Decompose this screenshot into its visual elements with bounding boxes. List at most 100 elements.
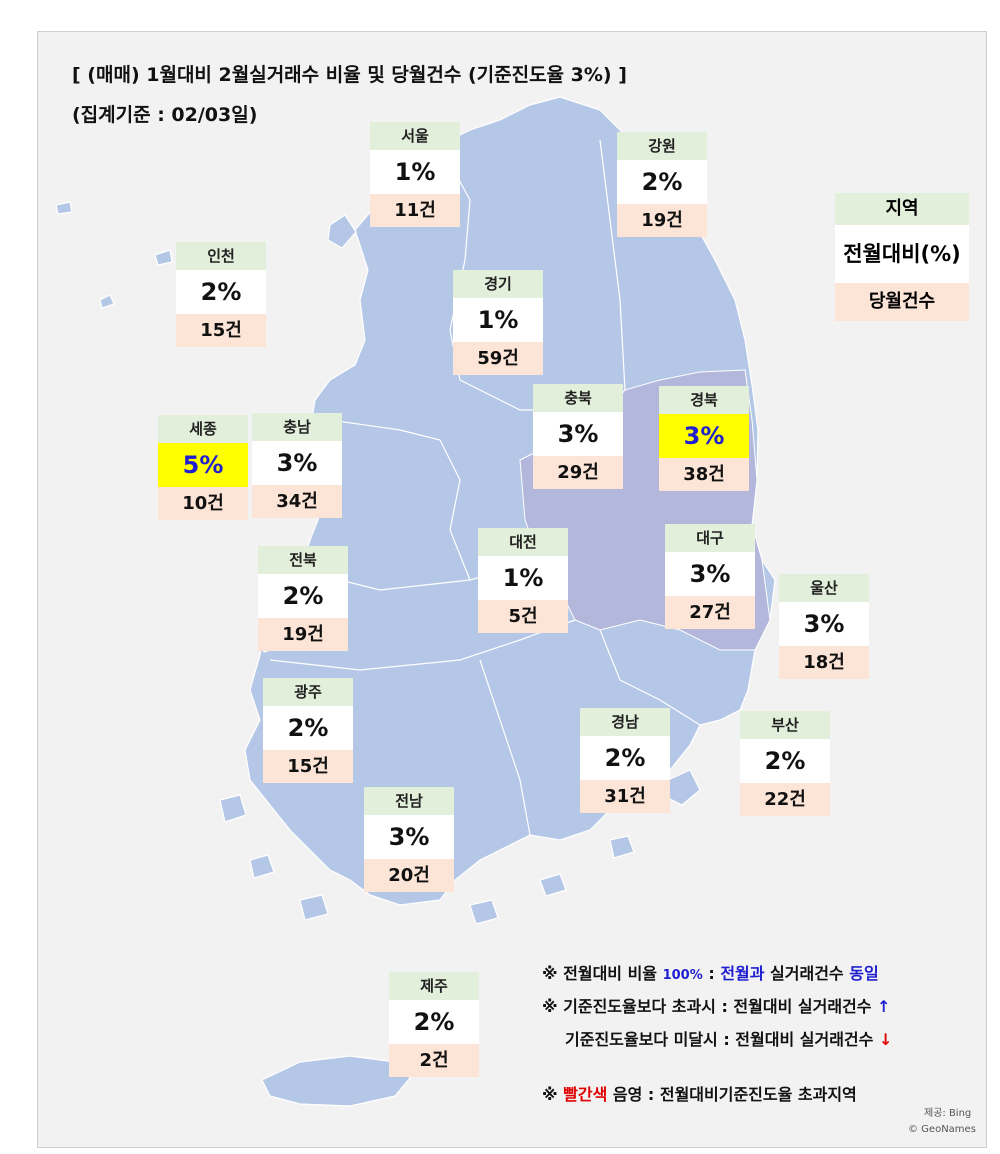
- region-card-seoul: 서울 1% 11건: [370, 122, 460, 227]
- region-cnt: 2건: [389, 1044, 479, 1077]
- region-cnt: 20건: [364, 859, 454, 892]
- region-name: 경남: [580, 708, 670, 736]
- southwest-island-2: [249, 854, 275, 879]
- note-below: 기준진도율보다 미달시 : 전월대비 실거래건수 ↓: [565, 1026, 892, 1050]
- title-line1: [ (매매) 1월대비 2월실거래수 비율 및 당월건수 (기준진도율 3%) …: [72, 64, 627, 86]
- note-red-shading: ※ 빨간색 음영 : 전월대비기준진도율 초과지역: [542, 1081, 857, 1105]
- note4-red: 빨간색: [563, 1085, 608, 1104]
- region-pct: 2%: [580, 736, 670, 780]
- note1-mid: 실거래건수: [764, 964, 850, 983]
- note3-text: 기준진도율보다 미달시 : 전월대비 실거래건수: [565, 1030, 874, 1049]
- region-card-chungnam: 충남 3% 34건: [252, 413, 342, 518]
- region-card-gangwon: 강원 2% 19건: [617, 132, 707, 237]
- region-pct: 3%: [252, 441, 342, 485]
- province-border-1: [439, 144, 600, 411]
- region-pct: 1%: [453, 298, 543, 342]
- region-name: 충남: [252, 413, 342, 441]
- title-line2: (집계기준 : 02/03일): [72, 104, 258, 126]
- region-cnt: 59건: [453, 342, 543, 375]
- region-cnt: 15건: [263, 750, 353, 783]
- note-exceed: ※ 기준진도율보다 초과시 : 전월대비 실거래건수 ↑: [542, 993, 890, 1017]
- geoje-island: [667, 769, 701, 806]
- west-island-4: [99, 294, 115, 309]
- region-card-chungbuk: 충북 3% 29건: [533, 384, 623, 489]
- south-island-3: [609, 835, 635, 859]
- region-pct: 5%: [158, 443, 248, 487]
- region-pct: 2%: [617, 160, 707, 204]
- southwest-island-1: [219, 794, 247, 823]
- region-cnt: 27건: [665, 596, 755, 629]
- region-pct: 1%: [370, 150, 460, 194]
- note1-prefix: ※ 전월대비 비율: [542, 964, 663, 983]
- region-pct: 2%: [389, 1000, 479, 1044]
- note1-blue: 전월과: [720, 964, 765, 983]
- up-arrow-icon: ↑: [877, 997, 891, 1016]
- region-pct: 2%: [263, 706, 353, 750]
- jeju-island: [261, 1055, 411, 1107]
- region-cnt: 19건: [617, 204, 707, 237]
- province-border-2: [599, 139, 626, 391]
- province-border-7: [599, 629, 701, 726]
- region-card-gwangju: 광주 2% 15건: [263, 678, 353, 783]
- region-pct: 3%: [533, 412, 623, 456]
- region-name: 충북: [533, 384, 623, 412]
- region-card-ulsan: 울산 3% 18건: [779, 574, 869, 679]
- region-cnt: 38건: [659, 458, 749, 491]
- region-cnt: 10건: [158, 487, 248, 520]
- region-card-gyeongbuk: 경북 3% 38건: [659, 386, 749, 491]
- region-name: 광주: [263, 678, 353, 706]
- legend-box: 지역 전월대비(%) 당월건수: [835, 193, 969, 321]
- region-card-gyeonggi: 경기 1% 59건: [453, 270, 543, 375]
- note1-end: 동일: [849, 964, 879, 983]
- west-island-3: [55, 201, 73, 215]
- region-name: 서울: [370, 122, 460, 150]
- ganghwa-island: [327, 214, 357, 249]
- note1-colon: :: [702, 964, 721, 983]
- province-border-6: [479, 659, 531, 836]
- region-card-sejong: 세종 5% 10건: [158, 415, 248, 520]
- west-island-2: [154, 249, 173, 266]
- region-card-jeonnam: 전남 3% 20건: [364, 787, 454, 892]
- region-name: 대전: [478, 528, 568, 556]
- region-name: 대구: [665, 524, 755, 552]
- region-pct: 3%: [665, 552, 755, 596]
- province-border-5: [269, 619, 576, 671]
- south-island-1: [469, 899, 499, 925]
- note-same-ratio: ※ 전월대비 비율 100% : 전월과 실거래건수 동일: [542, 960, 879, 984]
- region-name: 인천: [176, 242, 266, 270]
- region-cnt: 5건: [478, 600, 568, 633]
- note1-pct: 100%: [662, 968, 703, 983]
- note2-text: ※ 기준진도율보다 초과시 : 전월대비 실거래건수: [542, 997, 872, 1016]
- southwest-island-3: [299, 894, 329, 921]
- region-pct: 3%: [779, 602, 869, 646]
- region-cnt: 29건: [533, 456, 623, 489]
- region-pct: 1%: [478, 556, 568, 600]
- province-border-3: [329, 419, 471, 581]
- region-name: 경북: [659, 386, 749, 414]
- region-pct: 3%: [659, 414, 749, 458]
- region-pct: 3%: [364, 815, 454, 859]
- region-cnt: 18건: [779, 646, 869, 679]
- region-card-jeju: 제주 2% 2건: [389, 972, 479, 1077]
- region-card-busan: 부산 2% 22건: [740, 711, 830, 816]
- region-cnt: 19건: [258, 618, 348, 651]
- region-card-incheon: 인천 2% 15건: [176, 242, 266, 347]
- region-pct: 2%: [258, 574, 348, 618]
- region-name: 전북: [258, 546, 348, 574]
- region-name: 제주: [389, 972, 479, 1000]
- region-cnt: 22건: [740, 783, 830, 816]
- down-arrow-icon: ↓: [878, 1030, 893, 1049]
- region-card-daejeon: 대전 1% 5건: [478, 528, 568, 633]
- region-card-daegu: 대구 3% 27건: [665, 524, 755, 629]
- region-cnt: 31건: [580, 780, 670, 813]
- region-name: 세종: [158, 415, 248, 443]
- legend-cnt: 당월건수: [835, 283, 969, 321]
- region-card-jeonbuk: 전북 2% 19건: [258, 546, 348, 651]
- south-island-2: [539, 873, 567, 897]
- region-card-gyeongnam: 경남 2% 31건: [580, 708, 670, 813]
- legend-name: 지역: [835, 193, 969, 225]
- note4-rest: 음영 : 전월대비기준진도율 초과지역: [607, 1085, 857, 1104]
- region-name: 강원: [617, 132, 707, 160]
- region-cnt: 11건: [370, 194, 460, 227]
- region-name: 부산: [740, 711, 830, 739]
